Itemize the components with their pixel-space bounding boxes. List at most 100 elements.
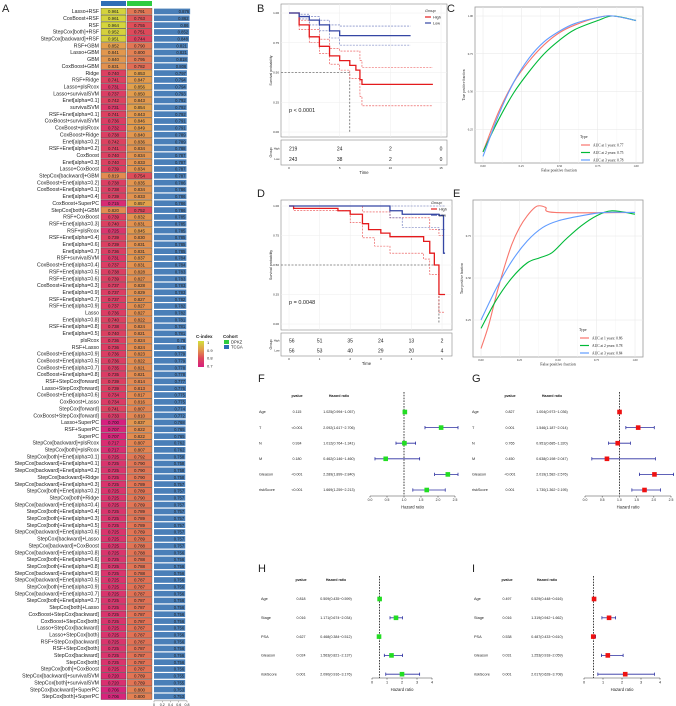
heatmap-cell-value: 0.715 bbox=[108, 201, 120, 206]
legend-cohort-swatch bbox=[224, 345, 229, 349]
mean-cindex-value: 0.756 bbox=[174, 557, 185, 562]
heatmap-cell-value: 0.824 bbox=[134, 324, 146, 329]
heatmap-cell bbox=[100, 405, 127, 413]
heatmap-cell-value: 0.725 bbox=[108, 619, 120, 624]
variable-label: Gleason bbox=[259, 473, 273, 477]
heatmap-cell-value: 0.833 bbox=[134, 194, 146, 199]
model-label: RSF+StepCox[backward] bbox=[41, 639, 100, 645]
risk-count: 24 bbox=[337, 146, 343, 152]
heatmap-cell-value: 0.831 bbox=[134, 249, 146, 254]
ci-lower-high bbox=[289, 12, 433, 107]
x-tick-label: 2.0 bbox=[651, 498, 656, 502]
mean-cindex-value: 0.792 bbox=[175, 98, 186, 103]
x-axis-label: False positive fraction bbox=[541, 168, 577, 173]
variable-label: Gleason bbox=[261, 654, 275, 658]
pvalue: 0.934 bbox=[293, 441, 302, 445]
forest-row: Age 0.827 1.004(0.973~1.036) bbox=[472, 409, 622, 415]
panel-letter-f: F bbox=[258, 373, 265, 385]
heatmap-cell bbox=[100, 302, 127, 310]
heatmap-row: GBM 0.840 0.795 0.818 bbox=[87, 56, 188, 63]
forest-row: M 0.450 0.638(0.198~2.047) bbox=[472, 456, 656, 462]
variable-label: T bbox=[259, 426, 262, 430]
heatmap-cell-value: 0.720 bbox=[108, 680, 120, 685]
heatmap-cell bbox=[100, 254, 127, 262]
legend-cohort-title: Cohort bbox=[223, 334, 238, 339]
mean-cindex-value: 0.757 bbox=[174, 482, 185, 487]
mean-cindex-bar bbox=[154, 166, 187, 172]
heatmap-cell-value: 0.725 bbox=[108, 667, 120, 672]
forest-row: M 0.180 0.462(0.146~1.460) bbox=[259, 456, 421, 462]
mean-cindex-value: 0.772 bbox=[174, 413, 185, 418]
pvalue: 0.450 bbox=[506, 457, 515, 461]
mean-cindex-bar bbox=[154, 659, 186, 665]
heatmap-cell bbox=[126, 206, 153, 214]
heatmap-cell bbox=[100, 165, 127, 173]
heatmap-cell-value: 0.787 bbox=[134, 626, 146, 631]
heatmap-cell bbox=[126, 672, 153, 680]
roc-plot-box bbox=[474, 6, 644, 164]
mean-cindex-value: 0.786 bbox=[175, 208, 186, 213]
heatmap-cell-value: 0.725 bbox=[108, 475, 120, 480]
heatmap-cell-value: 0.737 bbox=[108, 283, 120, 288]
heatmap-cell bbox=[100, 275, 127, 282]
model-label: CoxBoost+Enet[alpha=0.7] bbox=[37, 365, 100, 371]
heatmap-row: StepCox[both]+GBM 0.820 0.752 0.786 bbox=[51, 206, 187, 214]
mean-cindex-value: 0.784 bbox=[175, 263, 186, 268]
heatmap-cell bbox=[100, 494, 127, 502]
heatmap-row: RSF+Enet[alpha=0.8] 0.738 0.824 0.781 bbox=[49, 323, 187, 330]
mean-cindex-value: 0.788 bbox=[175, 146, 186, 151]
heatmap-cell bbox=[126, 693, 153, 700]
heatmap-cell bbox=[126, 652, 153, 659]
heatmap-cell-value: 0.847 bbox=[134, 78, 146, 83]
model-label: RSF+Enet[alpha=0.3] bbox=[49, 221, 99, 227]
mean-cindex-bar bbox=[154, 193, 187, 200]
heatmap-cell bbox=[100, 350, 127, 358]
heatmap-cell bbox=[126, 124, 153, 132]
mean-cindex-bar bbox=[154, 152, 187, 159]
heatmap-cell bbox=[100, 693, 127, 700]
mean-cindex-bar bbox=[154, 310, 187, 316]
mean-cindex-bar bbox=[154, 405, 186, 412]
heatmap-row: StepCox[backward]+RSF 0.951 0.744 0.848 bbox=[41, 35, 189, 43]
heatmap-cell bbox=[126, 432, 153, 440]
heatmap-cell-value: 0.834 bbox=[134, 146, 146, 151]
heatmap-cell bbox=[126, 145, 153, 152]
x-tick-label: 15 bbox=[439, 166, 443, 170]
risk-count: 51 bbox=[317, 339, 323, 345]
heatmap-cell bbox=[126, 665, 153, 673]
heatmap-cell-value: 0.734 bbox=[108, 400, 120, 405]
heatmap-cell-value: 0.739 bbox=[108, 167, 120, 172]
legend-cohort-label: TCGA bbox=[231, 345, 243, 350]
heatmap-cell-value: 0.706 bbox=[108, 694, 120, 699]
variable-label: Gleason bbox=[472, 473, 486, 477]
heatmap-cell-value: 0.735 bbox=[108, 372, 120, 377]
mean-cindex-bar bbox=[154, 686, 186, 693]
heatmap-cell bbox=[100, 446, 127, 454]
model-label: RSF+GBM bbox=[74, 43, 99, 49]
heatmap-cell bbox=[126, 604, 153, 611]
model-label: Lasso+StepCox[both] bbox=[49, 632, 99, 638]
risk-count: 0 bbox=[440, 157, 443, 163]
hazard-ratio-marker bbox=[402, 409, 408, 415]
heatmap-cell-value: 0.822 bbox=[134, 427, 146, 432]
heatmap-cell-value: 0.725 bbox=[108, 502, 120, 507]
pvalue: <0.001 bbox=[291, 488, 302, 492]
mean-cindex-value: 0.756 bbox=[174, 612, 185, 617]
forest-panel-f: pvalue Hazard ratio Age 0.115 1.025(0.994~1.… bbox=[259, 392, 459, 509]
model-label: StepCox[both]+Lasso bbox=[49, 605, 99, 611]
forest-row: Age 0.497 0.529(0.448~0.616) bbox=[474, 596, 597, 602]
hazard-ratio-marker bbox=[605, 653, 611, 658]
mean-cindex-value: 0.794 bbox=[175, 78, 186, 83]
heatmap-cell-value: 0.961 bbox=[108, 16, 120, 21]
x-tick-label: 5 bbox=[339, 166, 341, 170]
heatmap-cell-value: 0.725 bbox=[108, 653, 120, 658]
mean-cindex-bar bbox=[154, 97, 187, 104]
mean-cindex-bar bbox=[154, 275, 187, 282]
forest-row: Gleason <0.001 2.019(1.582~2.576) bbox=[472, 472, 675, 477]
heatmap-cell bbox=[126, 330, 153, 337]
mean-cindex-value: 0.787 bbox=[175, 174, 186, 179]
model-label: Lasso+CoxBoost bbox=[60, 167, 100, 173]
heatmap-cell bbox=[100, 206, 127, 214]
heatmap-cell-value: 0.725 bbox=[108, 571, 120, 576]
heatmap-row: StepCox[both]+SuperPC 0.706 0.800 0.753 bbox=[42, 693, 186, 700]
